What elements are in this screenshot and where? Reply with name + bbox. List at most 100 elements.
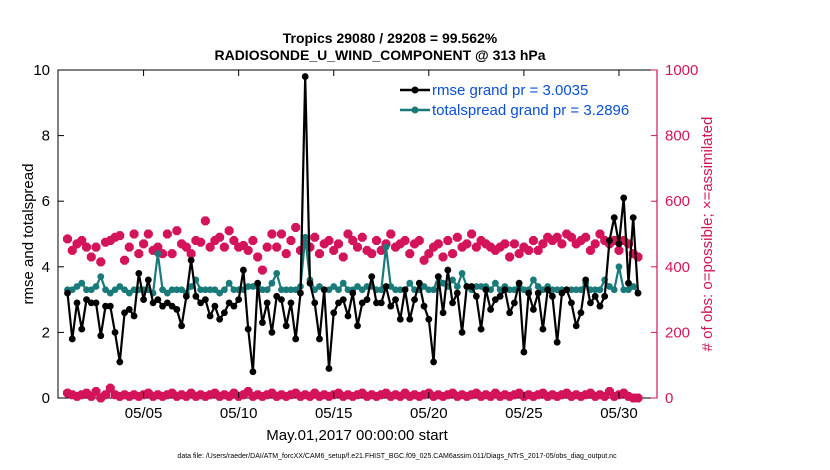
- totalspread-point: [206, 286, 214, 294]
- obs-possible-marker-x: [524, 245, 534, 255]
- rmse-point: [629, 214, 637, 222]
- obs-possible-marker-x: [348, 236, 358, 246]
- rmse-point: [601, 292, 609, 300]
- totalspread-point: [211, 286, 219, 294]
- legend-box: [398, 80, 652, 124]
- rmse-point: [325, 365, 333, 372]
- obs-possible-marker-x: [124, 242, 134, 252]
- rmse-point: [539, 325, 547, 333]
- totalspread-point: [168, 286, 176, 294]
- rmse-point: [220, 309, 228, 317]
- x-axis-label: May.01,2017 00:00:00 start: [266, 427, 448, 444]
- totalspread-point: [111, 286, 119, 294]
- obs-possible-marker-x: [424, 249, 434, 259]
- obs-possible-marker-x: [286, 236, 296, 246]
- rmse-point: [206, 312, 214, 320]
- rmse-point: [263, 299, 271, 307]
- y2-tick-label: 600: [665, 193, 690, 210]
- legend-spread-marker: [411, 106, 419, 114]
- y-tick-label: 6: [42, 193, 50, 210]
- totalspread-point: [278, 286, 285, 294]
- rmse-point: [411, 296, 418, 303]
- obs-possible-marker-x: [581, 232, 591, 242]
- totalspread-point: [68, 286, 76, 294]
- totalspread-point: [249, 283, 257, 290]
- y-axis-left: 0 2 4 6 8 10: [33, 62, 64, 407]
- chart-subtitle: RADIOSONDE_U_WIND_COMPONENT @ 313 hPa: [214, 47, 545, 63]
- chart-title: Tropics 29080 / 29208 = 99.562%: [283, 30, 498, 46]
- rmse-point: [534, 289, 542, 297]
- obs-possible-marker-x: [196, 237, 206, 247]
- totalspread-point: [534, 283, 542, 290]
- obs-possible-marker-x: [63, 234, 72, 244]
- totalspread-point: [344, 286, 352, 294]
- rmse-point: [430, 358, 437, 366]
- obs-possible-marker-x: [471, 242, 481, 252]
- obs-assimilated-series: [63, 383, 643, 403]
- totalspread-point: [335, 286, 342, 294]
- rmse-point: [259, 319, 266, 326]
- rmse-point: [306, 279, 314, 287]
- rmse-point: [549, 292, 556, 300]
- totalspread-point: [387, 283, 395, 290]
- obs-possible-marker-x: [215, 232, 225, 242]
- rmse-point: [116, 358, 124, 366]
- obs-possible-marker-x: [585, 245, 595, 255]
- totalspread-point: [553, 286, 561, 294]
- totalspread-point: [439, 279, 447, 287]
- rmse-point: [130, 312, 138, 320]
- totalspread-point: [178, 286, 186, 294]
- totalspread-point: [116, 283, 124, 290]
- obs-possible-marker-x: [552, 232, 562, 242]
- obs-possible-marker-x: [257, 265, 267, 275]
- obs-possible-marker-x: [505, 252, 515, 262]
- obs-possible-marker-x: [557, 239, 567, 249]
- rmse-point: [596, 302, 604, 310]
- obs-possible-marker-x: [77, 236, 87, 246]
- rmse-point: [463, 283, 471, 290]
- rmse-point: [520, 348, 528, 356]
- rmse-point: [344, 312, 352, 320]
- rmse-point: [501, 286, 509, 294]
- rmse-point: [235, 296, 243, 303]
- rmse-point: [434, 273, 442, 281]
- rmse-point: [634, 289, 642, 297]
- obs-possible-marker-x: [372, 236, 381, 246]
- rmse-point: [392, 296, 399, 303]
- obs-possible-marker-x: [566, 232, 576, 242]
- totalspread-point: [316, 283, 323, 290]
- rmse-point: [401, 286, 409, 294]
- totalspread-point: [163, 289, 171, 297]
- rmse-point: [382, 283, 390, 290]
- totalspread-point: [506, 286, 514, 294]
- obs-possible-marker-x: [310, 232, 320, 242]
- obs-possible-marker-x: [267, 229, 277, 239]
- rmse-point: [144, 276, 152, 284]
- rmse-point: [292, 335, 300, 343]
- rmse-point: [335, 299, 342, 307]
- totalspread-point: [420, 283, 428, 290]
- totalspread-point: [330, 283, 338, 290]
- obs-possible-marker-x: [343, 229, 353, 239]
- rmse-point: [316, 335, 323, 343]
- obs-possible-marker-x: [200, 216, 210, 226]
- rmse-point: [125, 306, 133, 313]
- rmse-point: [140, 296, 147, 303]
- x-tick-label: 05/10: [220, 405, 258, 422]
- rmse-point: [135, 269, 143, 277]
- totalspread-point: [496, 286, 504, 294]
- totalspread-point: [477, 283, 485, 290]
- y2-tick-label: 200: [665, 324, 690, 341]
- obs-assimilated-marker-x: [101, 390, 110, 400]
- totalspread-point: [392, 286, 399, 294]
- totalspread-point: [577, 286, 585, 294]
- totalspread-point: [230, 286, 238, 294]
- totalspread-point: [491, 279, 499, 287]
- rmse-point: [201, 296, 209, 303]
- rmse-point: [349, 289, 357, 297]
- totalspread-point: [263, 286, 271, 294]
- totalspread-point: [287, 286, 295, 294]
- obs-possible-marker-x: [324, 236, 334, 246]
- totalspread-point: [572, 286, 580, 294]
